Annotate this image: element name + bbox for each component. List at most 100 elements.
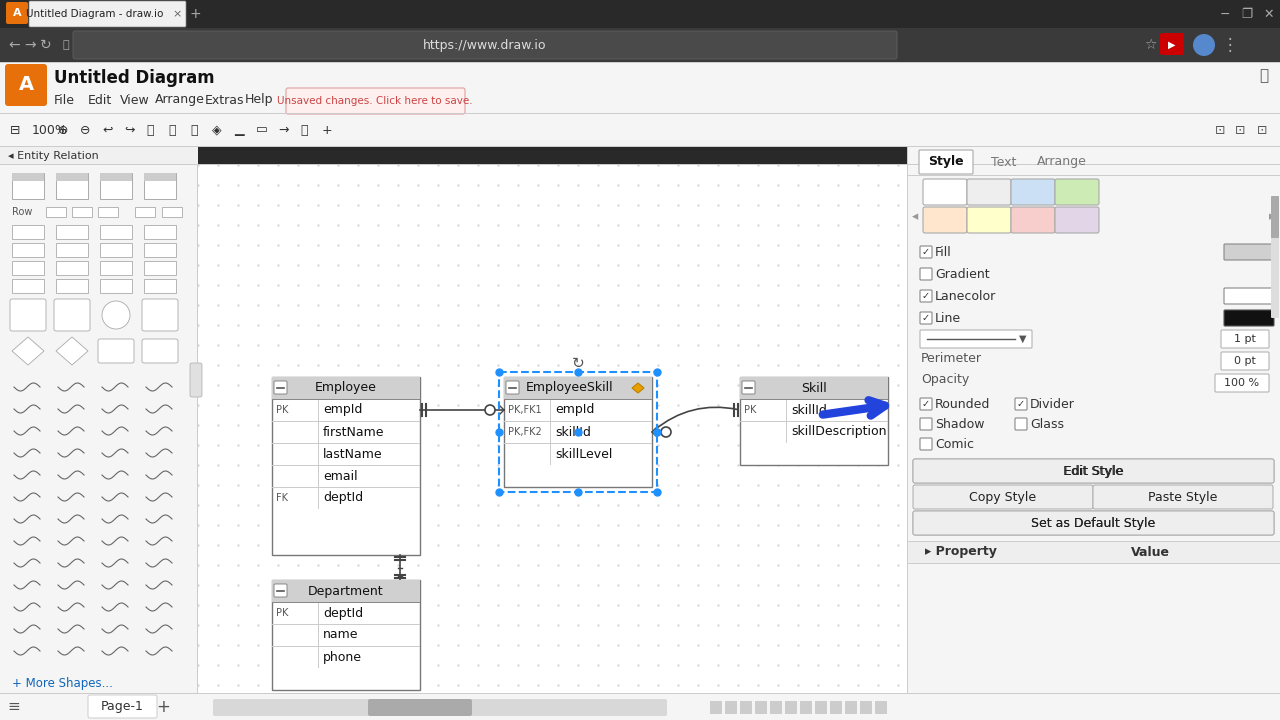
Text: Row: Row (12, 207, 32, 217)
Text: ✓: ✓ (922, 313, 931, 323)
FancyBboxPatch shape (504, 377, 652, 399)
Text: ◈: ◈ (212, 124, 221, 137)
FancyBboxPatch shape (0, 693, 1280, 694)
Text: ▸ Property: ▸ Property (925, 546, 997, 559)
FancyBboxPatch shape (142, 299, 178, 331)
FancyBboxPatch shape (274, 584, 287, 597)
FancyBboxPatch shape (273, 443, 420, 444)
Text: deptId: deptId (323, 606, 364, 619)
Text: skillLevel: skillLevel (556, 448, 612, 461)
Text: A: A (18, 76, 33, 94)
FancyBboxPatch shape (876, 701, 887, 714)
Text: ≡: ≡ (8, 699, 20, 714)
FancyBboxPatch shape (285, 88, 465, 114)
FancyBboxPatch shape (12, 279, 44, 293)
Text: Paste Style: Paste Style (1148, 490, 1217, 503)
FancyBboxPatch shape (10, 299, 46, 331)
FancyBboxPatch shape (100, 243, 132, 257)
Text: 0 pt: 0 pt (1234, 356, 1256, 366)
FancyBboxPatch shape (920, 398, 932, 410)
FancyBboxPatch shape (0, 113, 1280, 147)
FancyBboxPatch shape (740, 420, 888, 421)
FancyBboxPatch shape (163, 207, 182, 217)
FancyBboxPatch shape (100, 261, 132, 275)
FancyBboxPatch shape (273, 580, 420, 690)
FancyBboxPatch shape (740, 398, 888, 400)
FancyBboxPatch shape (143, 173, 177, 199)
FancyBboxPatch shape (1271, 196, 1279, 318)
Text: Help: Help (244, 94, 274, 107)
FancyBboxPatch shape (12, 173, 44, 199)
FancyBboxPatch shape (771, 701, 782, 714)
FancyBboxPatch shape (1215, 374, 1268, 392)
FancyBboxPatch shape (1224, 310, 1274, 326)
FancyBboxPatch shape (908, 541, 1280, 563)
Text: empId: empId (556, 403, 594, 416)
Text: Fill: Fill (934, 246, 952, 258)
Text: ▸: ▸ (1268, 210, 1275, 223)
FancyBboxPatch shape (100, 173, 132, 199)
FancyBboxPatch shape (908, 147, 1280, 693)
Text: Extras: Extras (205, 94, 244, 107)
Text: Value: Value (1130, 546, 1170, 559)
FancyBboxPatch shape (212, 699, 667, 716)
FancyBboxPatch shape (913, 511, 1274, 535)
Text: →: → (24, 38, 36, 52)
Text: ▶: ▶ (1169, 40, 1176, 50)
Text: Edit Style: Edit Style (1064, 464, 1123, 477)
Text: →: → (278, 124, 288, 137)
FancyBboxPatch shape (923, 207, 966, 233)
FancyBboxPatch shape (785, 701, 797, 714)
FancyBboxPatch shape (273, 646, 420, 647)
FancyBboxPatch shape (829, 701, 842, 714)
Text: name: name (323, 629, 358, 642)
FancyBboxPatch shape (920, 438, 932, 450)
FancyBboxPatch shape (73, 31, 897, 59)
Text: ↪: ↪ (124, 124, 134, 137)
FancyBboxPatch shape (504, 377, 652, 487)
Text: ⊡: ⊡ (1215, 124, 1225, 137)
Text: Opacity: Opacity (922, 374, 969, 387)
FancyBboxPatch shape (860, 701, 872, 714)
Text: deptId: deptId (323, 492, 364, 505)
Text: FK: FK (276, 493, 288, 503)
FancyBboxPatch shape (198, 165, 908, 693)
FancyBboxPatch shape (56, 243, 88, 257)
Text: +: + (323, 124, 333, 137)
FancyBboxPatch shape (913, 511, 1274, 535)
Text: PK: PK (276, 405, 288, 415)
FancyBboxPatch shape (1221, 330, 1268, 348)
Text: https://www.draw.io: https://www.draw.io (424, 38, 547, 52)
FancyBboxPatch shape (274, 381, 287, 394)
FancyBboxPatch shape (913, 485, 1093, 509)
FancyBboxPatch shape (1015, 398, 1027, 410)
FancyBboxPatch shape (6, 2, 28, 24)
FancyBboxPatch shape (966, 179, 1011, 205)
FancyBboxPatch shape (72, 207, 92, 217)
Text: ↻: ↻ (572, 356, 585, 371)
Text: ▭: ▭ (256, 124, 268, 137)
FancyBboxPatch shape (0, 146, 1280, 147)
Text: Perimeter: Perimeter (922, 351, 982, 364)
FancyBboxPatch shape (755, 701, 767, 714)
Text: firstName: firstName (323, 426, 384, 438)
FancyBboxPatch shape (12, 173, 44, 181)
FancyBboxPatch shape (845, 701, 858, 714)
FancyBboxPatch shape (966, 207, 1011, 233)
FancyBboxPatch shape (143, 279, 177, 293)
Text: Set as Default Style: Set as Default Style (1032, 516, 1156, 529)
FancyBboxPatch shape (100, 173, 132, 181)
Text: skillId: skillId (556, 426, 591, 438)
Text: ▁: ▁ (234, 124, 243, 137)
FancyBboxPatch shape (99, 339, 134, 363)
Text: −: − (1220, 7, 1230, 20)
FancyBboxPatch shape (1055, 179, 1100, 205)
Polygon shape (56, 337, 88, 365)
FancyBboxPatch shape (0, 164, 1280, 165)
FancyBboxPatch shape (100, 279, 132, 293)
FancyBboxPatch shape (369, 699, 472, 716)
Text: Untitled Diagram - draw.io: Untitled Diagram - draw.io (27, 9, 164, 19)
FancyBboxPatch shape (56, 173, 88, 199)
Text: Department: Department (308, 585, 384, 598)
FancyBboxPatch shape (143, 173, 177, 181)
